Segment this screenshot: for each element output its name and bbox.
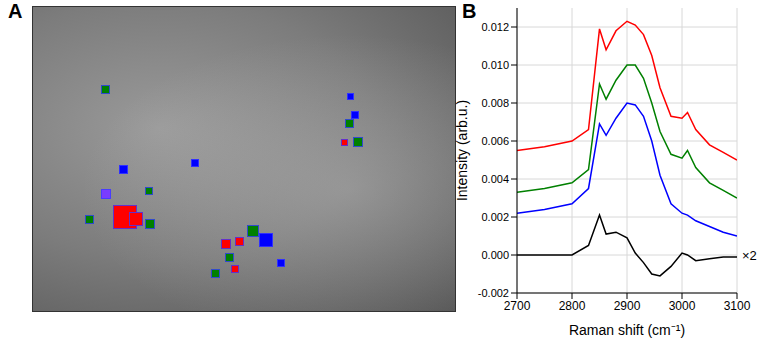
svg-text:Intensity (arb.u.): Intensity (arb.u.) — [455, 100, 470, 201]
svg-text:Raman shift (cm⁻¹): Raman shift (cm⁻¹) — [569, 322, 685, 338]
svg-text:0.012: 0.012 — [481, 21, 509, 33]
svg-text:×2: ×2 — [742, 248, 757, 263]
html-text:A: A — [8, 0, 23, 22]
html-text:B: B — [462, 0, 477, 22]
svg-text:0.002: 0.002 — [481, 211, 509, 223]
svg-text:0.006: 0.006 — [481, 135, 509, 147]
svg-text:-0.002: -0.002 — [478, 287, 509, 299]
svg-text:0.004: 0.004 — [481, 173, 509, 185]
svg-text:2700: 2700 — [504, 299, 531, 313]
svg-text:0.000: 0.000 — [481, 249, 509, 261]
svg-text:3000: 3000 — [669, 299, 696, 313]
svg-text:0.008: 0.008 — [481, 97, 509, 109]
svg-text:2900: 2900 — [614, 299, 641, 313]
svg-text:3100: 3100 — [724, 299, 751, 313]
svg-text:0.010: 0.010 — [481, 59, 509, 71]
svg-text:2800: 2800 — [559, 299, 586, 313]
